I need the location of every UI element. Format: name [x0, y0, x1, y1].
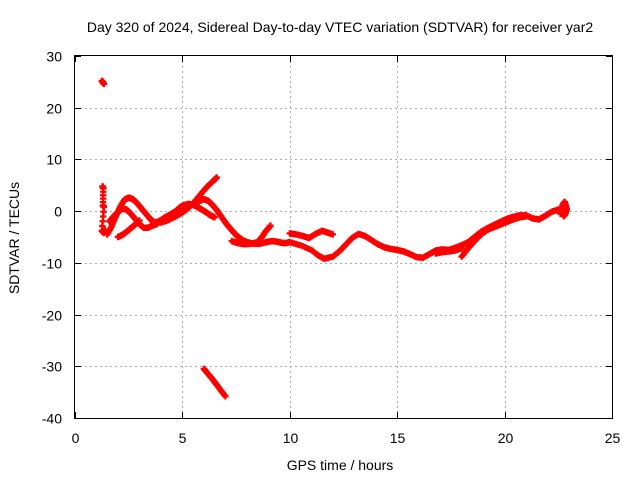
y-tick-label: -10 — [42, 256, 62, 272]
data-point — [329, 231, 336, 238]
series-end-points — [557, 198, 571, 220]
y-axis-label: SDTVAR / TECUs — [6, 182, 22, 294]
data-point — [213, 174, 220, 181]
series-outlier-high — [98, 77, 108, 88]
data-point — [222, 393, 229, 400]
series-track-g — [458, 213, 530, 260]
series-track-f — [432, 245, 465, 257]
data-points — [98, 77, 571, 400]
x-tick-label: 25 — [605, 430, 621, 446]
series-outlier-low — [200, 365, 229, 400]
y-tick-label: 10 — [46, 152, 62, 168]
data-point — [100, 80, 108, 88]
plot-frame — [74, 55, 613, 419]
x-tick-label: 15 — [390, 430, 406, 446]
data-point — [458, 245, 465, 252]
series-loop-d — [228, 222, 274, 248]
x-tick-label: 20 — [498, 430, 514, 446]
data-point — [211, 214, 218, 221]
series-track-c — [114, 217, 143, 241]
series-rising-arc — [157, 174, 220, 226]
chart-title: Day 320 of 2024, Sidereal Day-to-day VTE… — [87, 19, 593, 35]
axes: 0 5 10 15 20 25 -40 -30 -20 -10 0 10 20 30 — [42, 49, 621, 447]
data-point — [136, 217, 143, 224]
x-tick-label: 5 — [179, 430, 187, 446]
y-tick-label: 30 — [46, 49, 62, 65]
y-tick-label: 0 — [54, 204, 62, 220]
x-axis-label: GPS time / hours — [287, 457, 394, 473]
data-point — [267, 222, 274, 229]
x-tick-label: 10 — [283, 430, 299, 446]
grid — [75, 56, 612, 418]
data-point — [562, 209, 570, 216]
y-tick-label: -40 — [42, 411, 62, 427]
y-tick-label: -20 — [42, 308, 62, 324]
y-tick-label: 20 — [46, 101, 62, 117]
series-track-e — [286, 227, 336, 242]
x-tick-label: 0 — [72, 430, 80, 446]
y-tick-label: -30 — [42, 359, 62, 375]
data-point — [522, 213, 530, 220]
series-early-points — [98, 183, 109, 237]
